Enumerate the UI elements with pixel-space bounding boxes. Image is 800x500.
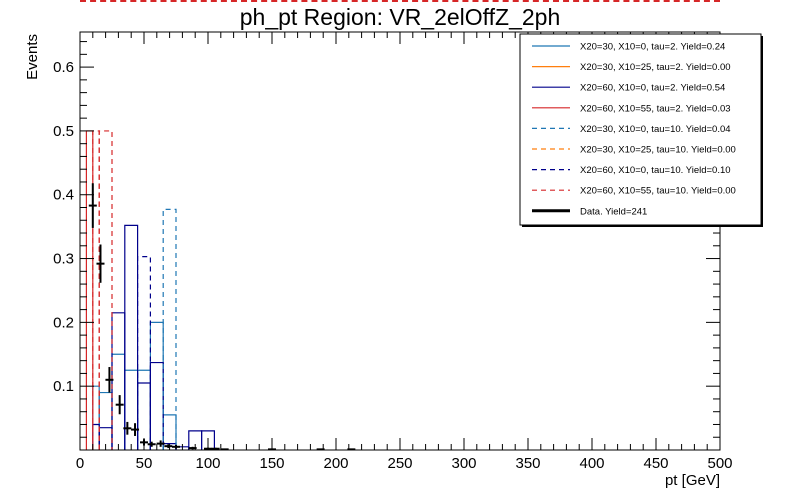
series-1-bin-1 [92,385,100,450]
title-underline-marker [80,0,720,4]
series-5-bin-1 [162,208,177,450]
data-point-2 [96,244,105,283]
series-1-bin-6 [149,321,164,450]
data-point-3 [105,367,114,393]
data-point-8 [147,441,156,447]
x-tick-label-350: 350 [515,455,540,472]
legend-label: X20=30, X10=25, tau=10. Yield=0.00 [580,145,736,156]
legend-label: X20=60, X10=0, tau=2. Yield=0.54 [580,83,725,94]
legend-entry-4: X20=60, X10=55, tau=2. Yield=0.03 [532,103,731,114]
y-tick-label-0.2: 0.2 [53,314,74,331]
legend-box [519,33,762,226]
legend: X20=30, X10=0, tau=2. Yield=0.24 X20=30, … [519,33,763,227]
legend-label: X20=30, X10=0, tau=10. Yield=0.04 [580,124,731,135]
x-tick-label-250: 250 [387,455,412,472]
legend-label: Data. Yield=241 [580,206,647,217]
x-tick-label-500: 500 [707,455,732,472]
y-tick-label-0.6: 0.6 [53,59,74,76]
x-tick-label-450: 450 [643,455,668,472]
series-3-bin-6 [149,361,164,450]
x-tick-label-200: 200 [323,455,348,472]
axes-layer: 0 50 100 150 200 250 300 350 400 450 500 0.1 0.2 0.3 0… [24,31,733,489]
legend-label: X20=60, X10=0, tau=10. Yield=0.10 [580,165,731,176]
legend-label: X20=30, X10=0, tau=2. Yield=0.24 [580,42,725,53]
series-8-bin-2 [98,130,113,450]
data-point-14 [211,447,220,450]
x-tick-label-0: 0 [76,455,84,472]
histogram-layer [85,130,215,450]
series-8-bin-1 [92,130,100,450]
x-tick-label-100: 100 [195,455,220,472]
legend-entry-7: X20=60, X10=0, tau=10. Yield=0.10 [532,165,731,176]
series-4-bin-1 [85,130,94,450]
series-1-bin-2 [98,391,113,450]
legend-label: X20=60, X10=55, tau=2. Yield=0.03 [580,103,731,114]
series-3-bin-4 [124,224,139,450]
data-point-1 [88,183,97,228]
data-point-6 [131,423,140,436]
series-7-bin-1 [137,256,151,450]
legend-entry-5: X20=30, X10=0, tau=10. Yield=0.04 [532,124,731,135]
x-tick-label-50: 50 [136,455,153,472]
legend-entry-6: X20=30, X10=25, tau=10. Yield=0.00 [532,145,736,156]
legend-label: X20=60, X10=55, tau=10. Yield=0.00 [580,186,736,197]
series-1-bin-3 [111,353,126,450]
y-tick-label-0.1: 0.1 [53,378,74,395]
data-point-9 [156,440,165,447]
series-3-bin-3 [111,312,126,450]
x-tick-label-150: 150 [259,455,284,472]
legend-entry-9: Data. Yield=241 [532,206,647,217]
x-axis-title: pt [GeV] [665,472,720,489]
y-tick-label-0.5: 0.5 [53,123,74,140]
y-tick-label-0.4: 0.4 [53,187,74,204]
legend-entry-1: X20=30, X10=0, tau=2. Yield=0.24 [532,42,725,53]
data-point-11 [172,444,180,449]
chart-title: ph_pt Region: VR_2elOffZ_2ph [239,4,561,30]
series-1-bin-4 [124,369,139,450]
legend-entry-8: X20=60, X10=55, tau=10. Yield=0.00 [532,186,736,197]
series-3-bin-10 [201,430,215,450]
data-point-4 [115,395,124,415]
x-tick-label-300: 300 [451,455,476,472]
y-tick-label-0.3: 0.3 [53,251,74,268]
data-points-layer [88,183,356,451]
legend-entry-3: X20=60, X10=0, tau=2. Yield=0.54 [532,83,725,94]
x-tick-label-400: 400 [579,455,604,472]
series-3-bin-1 [92,423,100,450]
data-point-10 [164,444,173,449]
data-point-5 [123,421,132,435]
legend-label: X20=30, X10=25, tau=2. Yield=0.00 [580,62,731,73]
y-axis-title: Events [24,34,41,80]
legend-entry-2: X20=30, X10=25, tau=2. Yield=0.00 [532,62,731,73]
